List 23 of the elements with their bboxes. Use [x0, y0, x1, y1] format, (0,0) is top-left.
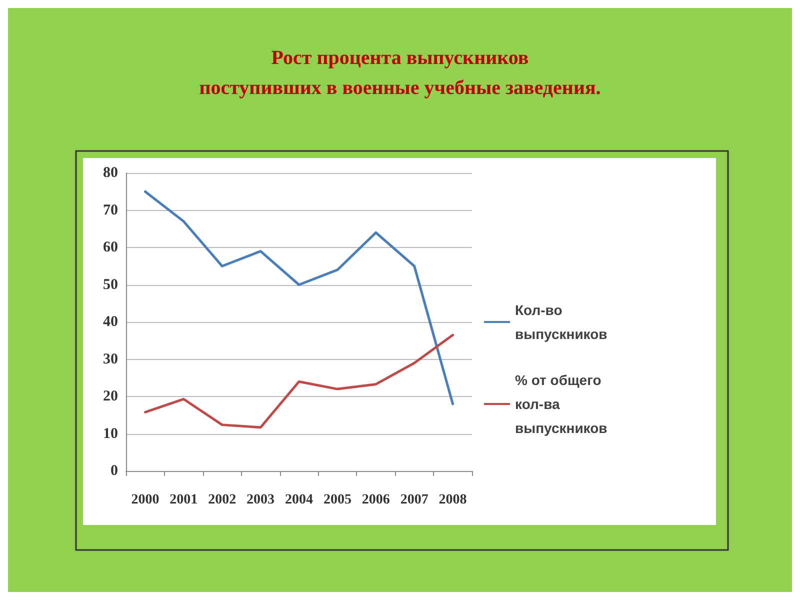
y-tick-label: 70: [103, 202, 118, 218]
y-tick-label: 60: [103, 240, 118, 256]
line-series: [144, 334, 454, 429]
x-tick-label: 2001: [170, 492, 198, 508]
y-tick-label: 10: [103, 426, 118, 442]
x-tick-label: 2003: [246, 492, 275, 508]
x-tick-label: 2006: [362, 492, 390, 508]
x-tick-label: 2002: [208, 492, 236, 508]
y-tick-label: 40: [103, 314, 118, 330]
x-tick-label: 2005: [323, 492, 352, 508]
legend-label: Кол-во выпускников: [515, 302, 608, 342]
x-tick-label: 2007: [400, 492, 428, 508]
x-tick-label: 2004: [285, 492, 313, 508]
chart-title: Рост процента выпускников поступивших в военные учебные заведения.: [199, 47, 601, 99]
x-tick-label: 2008: [438, 492, 467, 508]
x-tick-label: 2000: [131, 492, 160, 508]
legend-label: % от общего кол-ва выпускников: [515, 372, 608, 436]
y-tick-label: 20: [103, 388, 118, 404]
y-tick-label: 0: [110, 463, 118, 479]
y-tick-label: 30: [103, 351, 118, 368]
y-tick-label: 80: [103, 165, 118, 181]
line-series: [144, 190, 454, 406]
y-tick-label: 50: [103, 276, 118, 293]
